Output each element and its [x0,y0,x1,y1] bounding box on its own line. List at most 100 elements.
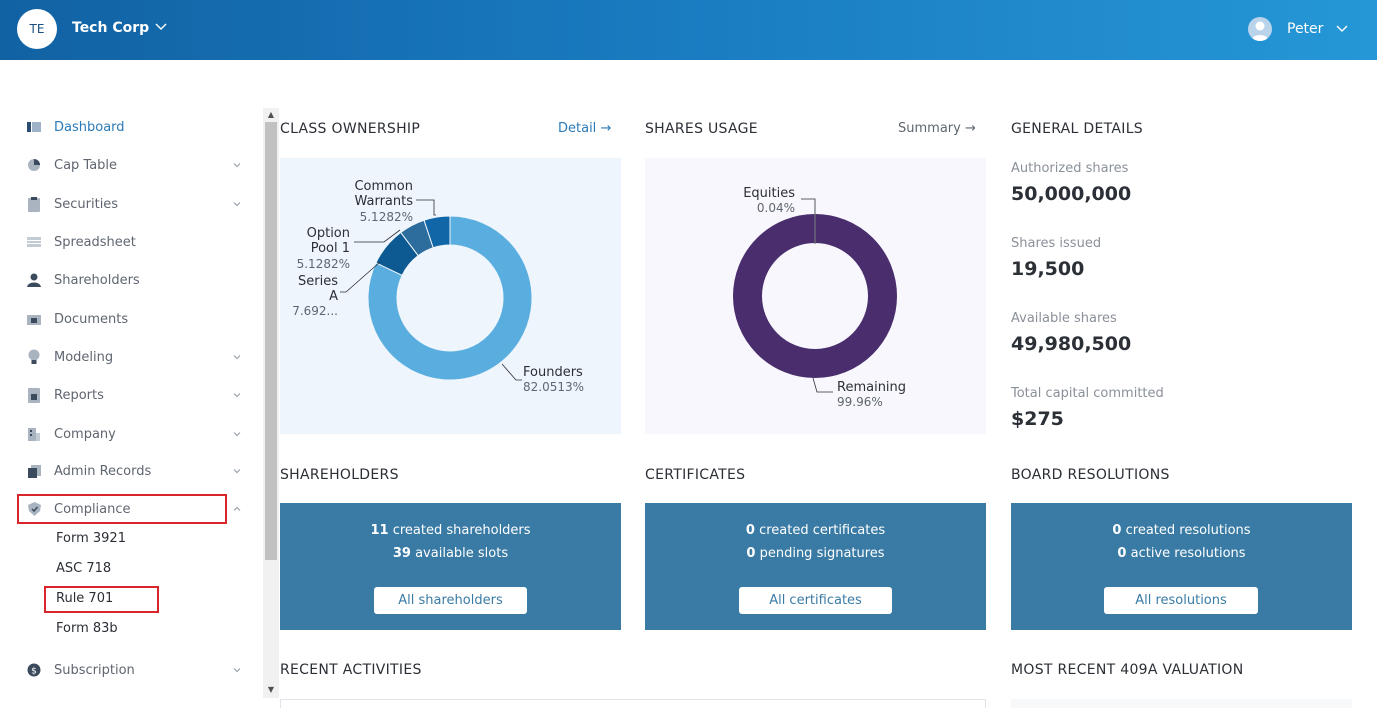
folder-icon [26,311,42,327]
series-a-leader-line [340,261,381,293]
sidebar-item-modeling[interactable]: Modeling [0,342,250,372]
summary-link[interactable]: Summary → [898,121,976,136]
sidebar-item-label: Documents [54,311,129,327]
sidebar-item-securities[interactable]: Securities [0,189,250,219]
sidebar-item-reports[interactable]: Reports [0,380,250,410]
pie-chart-icon [26,157,42,173]
certificates-created-line: 0 created certificates [645,523,986,538]
chevron-down-icon [233,668,241,673]
donut-slice-remaining[interactable] [733,214,897,378]
sidebar-item-label: Admin Records [54,463,152,479]
pending-text: pending signatures [759,546,885,561]
top-bar: TE Tech Corp Peter [0,0,1377,60]
remaining-label: Remaining [837,380,906,395]
sidebar-subitem-form-3921[interactable]: Form 3921 [56,531,126,546]
building-icon [26,426,42,442]
slots-count: 39 [392,546,411,561]
authorized-shares-value: 50,000,000 [1011,183,1132,205]
option-pool-leader-line [354,229,401,243]
series-a-label-line2: A [329,289,338,304]
sidebar-item-label: Reports [54,387,104,403]
option-pool-value: 5.1282% [297,257,350,271]
slots-text: available slots [415,546,509,561]
chevron-up-icon [233,506,241,511]
common-warrants-value: 5.1282% [360,210,413,224]
founders-label: Founders [523,365,583,380]
sidebar-item-label: Shareholders [54,272,140,288]
series-a-label-line1: Series [298,274,338,289]
remaining-leader-line [812,377,833,393]
sidebar-item-cap-table[interactable]: Cap Table [0,150,250,180]
clipboard-icon [26,196,42,212]
chevron-down-icon[interactable] [1334,20,1350,36]
chevron-down-icon [233,469,241,474]
sidebar-item-label: Dashboard [54,119,125,135]
recent-activities-panel [280,699,986,708]
all-certificates-button[interactable]: All certificates [739,587,892,614]
sidebar-item-label: Spreadsheet [54,234,136,250]
sidebar-item-label: Modeling [54,349,114,365]
chevron-down-icon [233,355,241,360]
sidebar-item-shareholders[interactable]: Shareholders [0,265,250,295]
donut-slice-common-warrants[interactable] [423,215,451,249]
records-icon [26,463,42,479]
sidebar: Dashboard Cap Table Securities Spreadshe… [0,60,262,708]
sidebar-subitem-rule-701[interactable]: Rule 701 [56,591,114,606]
report-icon [26,387,42,403]
certificates-created-text: created certificates [759,523,886,538]
shield-icon [26,501,42,517]
chevron-down-icon [233,393,241,398]
chevron-down-icon[interactable] [153,18,169,34]
sidebar-item-label: Securities [54,196,119,212]
valuation-title: MOST RECENT 409A VALUATION [1011,662,1244,678]
all-shareholders-button[interactable]: All shareholders [374,587,527,614]
recent-activities-title: RECENT ACTIVITIES [280,662,422,678]
sidebar-scrollbar[interactable]: ▲ ▼ [263,108,279,698]
option-pool-label-line2: Pool 1 [311,241,350,256]
spreadsheet-icon [26,234,42,250]
dashboard-icon [26,119,42,135]
all-resolutions-button[interactable]: All resolutions [1104,587,1258,614]
scroll-down-arrow-icon[interactable]: ▼ [267,685,275,694]
chevron-down-icon [233,432,241,437]
shareholders-card: 11 created shareholders 39 available slo… [280,503,621,630]
sidebar-item-documents[interactable]: Documents [0,304,250,334]
class-ownership-chart: Founders 82.0513% Common Warrants 5.1282% Opt… [280,158,621,434]
certificates-card: 0 created certificates 0 pending signatu… [645,503,986,630]
active-count: 0 [1117,546,1127,561]
sidebar-item-admin-records[interactable]: Admin Records [0,456,250,486]
general-details-title: GENERAL DETAILS [1011,121,1143,137]
rule-701-highlight-box [44,586,159,613]
sidebar-item-label: Cap Table [54,157,118,173]
shares-usage-chart: Equities 0.04% Remaining 99.96% [645,158,986,434]
user-avatar-icon[interactable] [1248,17,1272,41]
scrollbar-thumb[interactable] [265,122,277,560]
common-warrants-label-line1: Common [354,179,413,194]
resolutions-card: 0 created resolutions 0 active resolutio… [1011,503,1352,630]
detail-link[interactable]: Detail → [558,121,611,136]
user-name[interactable]: Peter [1287,21,1324,37]
resolutions-active-line: 0 active resolutions [1011,546,1352,561]
scroll-up-arrow-icon[interactable]: ▲ [267,110,275,119]
sidebar-subitem-form-83b[interactable]: Form 83b [56,621,118,636]
sidebar-item-compliance[interactable]: Compliance [0,494,250,524]
sidebar-subitem-asc-718[interactable]: ASC 718 [56,561,112,576]
total-capital-value: $275 [1011,408,1064,430]
org-name[interactable]: Tech Corp [72,20,150,36]
donut-slice-founders[interactable] [367,215,533,381]
series-a-value: 7.692... [292,304,338,318]
chevron-down-icon [233,202,241,207]
sidebar-item-company[interactable]: Company [0,419,250,449]
common-warrants-label-line2: Warrants [354,194,413,209]
equities-leader-line [801,198,816,244]
shareholders-created-text: created shareholders [392,523,531,538]
equities-label: Equities [743,186,795,201]
sidebar-item-spreadsheet[interactable]: Spreadsheet [0,227,250,257]
sidebar-item-subscription[interactable]: $ Subscription [0,655,250,685]
summary-link-label: Summary [898,121,961,136]
sidebar-item-dashboard[interactable]: Dashboard [0,112,250,142]
org-avatar[interactable]: TE [17,9,57,49]
certificates-pending-line: 0 pending signatures [645,546,986,561]
class-ownership-title: CLASS OWNERSHIP [280,121,421,137]
